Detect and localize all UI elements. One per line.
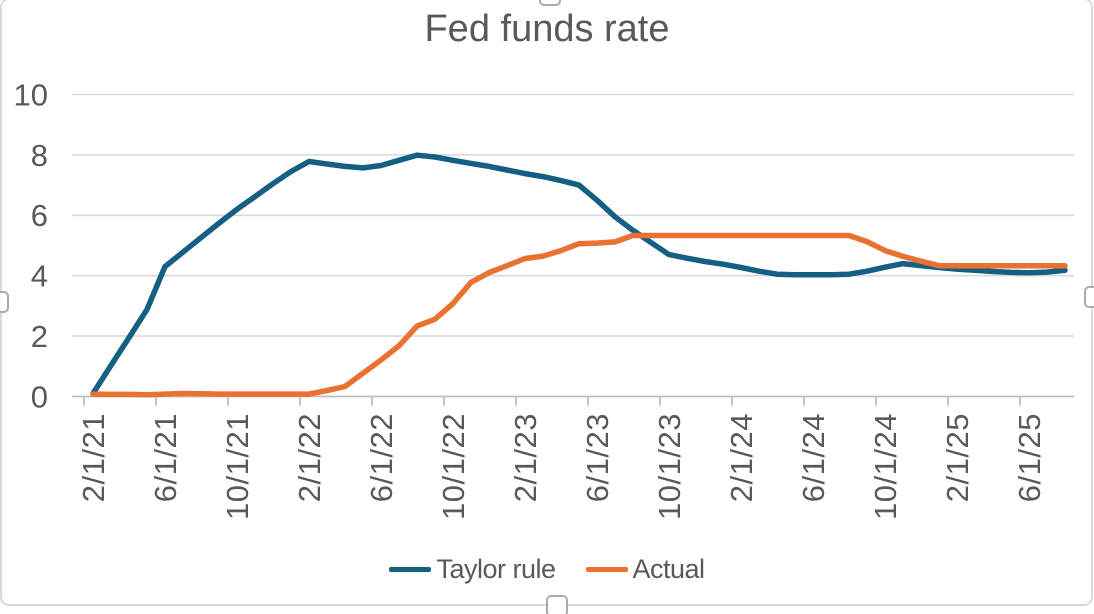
resize-handle-right[interactable] bbox=[1084, 286, 1094, 308]
x-axis-label: 2/1/23 bbox=[508, 413, 543, 502]
y-axis-label: 8 bbox=[31, 138, 48, 173]
y-axis-label: 4 bbox=[31, 259, 48, 294]
y-axis-label: 0 bbox=[31, 379, 48, 414]
x-axis-label: 2/1/22 bbox=[292, 413, 327, 502]
legend-item-taylor-rule[interactable]: Taylor rule bbox=[389, 554, 556, 585]
y-axis-label: 6 bbox=[31, 198, 48, 233]
x-axis-label: 2/1/25 bbox=[940, 413, 975, 502]
x-axis-label: 6/1/24 bbox=[796, 413, 831, 502]
actual-line-swatch bbox=[585, 567, 628, 572]
y-axis-label: 2 bbox=[31, 319, 48, 354]
legend-item-actual[interactable]: Actual bbox=[585, 554, 706, 585]
resize-handle-bottom[interactable] bbox=[546, 595, 568, 614]
resize-handle-left[interactable] bbox=[0, 291, 9, 313]
taylor-rule-line-swatch bbox=[389, 567, 432, 572]
x-axis-label: 6/1/22 bbox=[364, 413, 399, 502]
x-axis-label: 10/1/21 bbox=[220, 413, 255, 520]
chart-title[interactable]: Fed funds rate bbox=[424, 8, 670, 50]
series-line-actual[interactable] bbox=[90, 232, 1068, 398]
x-axis-label: 10/1/22 bbox=[436, 413, 471, 520]
x-axis-label: 2/1/24 bbox=[724, 413, 759, 502]
legend: Taylor rule Actual bbox=[0, 554, 1094, 585]
x-axis-label: 6/1/23 bbox=[580, 413, 615, 502]
y-axis-label: 10 bbox=[14, 77, 48, 112]
legend-label: Actual bbox=[632, 554, 706, 584]
x-axis-label: 6/1/21 bbox=[148, 413, 183, 502]
x-axis-label: 10/1/24 bbox=[868, 413, 903, 520]
x-axis-label: 10/1/23 bbox=[652, 413, 687, 520]
x-axis-label: 6/1/25 bbox=[1012, 413, 1047, 502]
series-line-taylor-rule[interactable] bbox=[90, 152, 1068, 397]
legend-label: Taylor rule bbox=[436, 554, 556, 584]
x-axis-label: 2/1/21 bbox=[76, 413, 111, 502]
resize-handle-top[interactable] bbox=[539, 0, 561, 6]
